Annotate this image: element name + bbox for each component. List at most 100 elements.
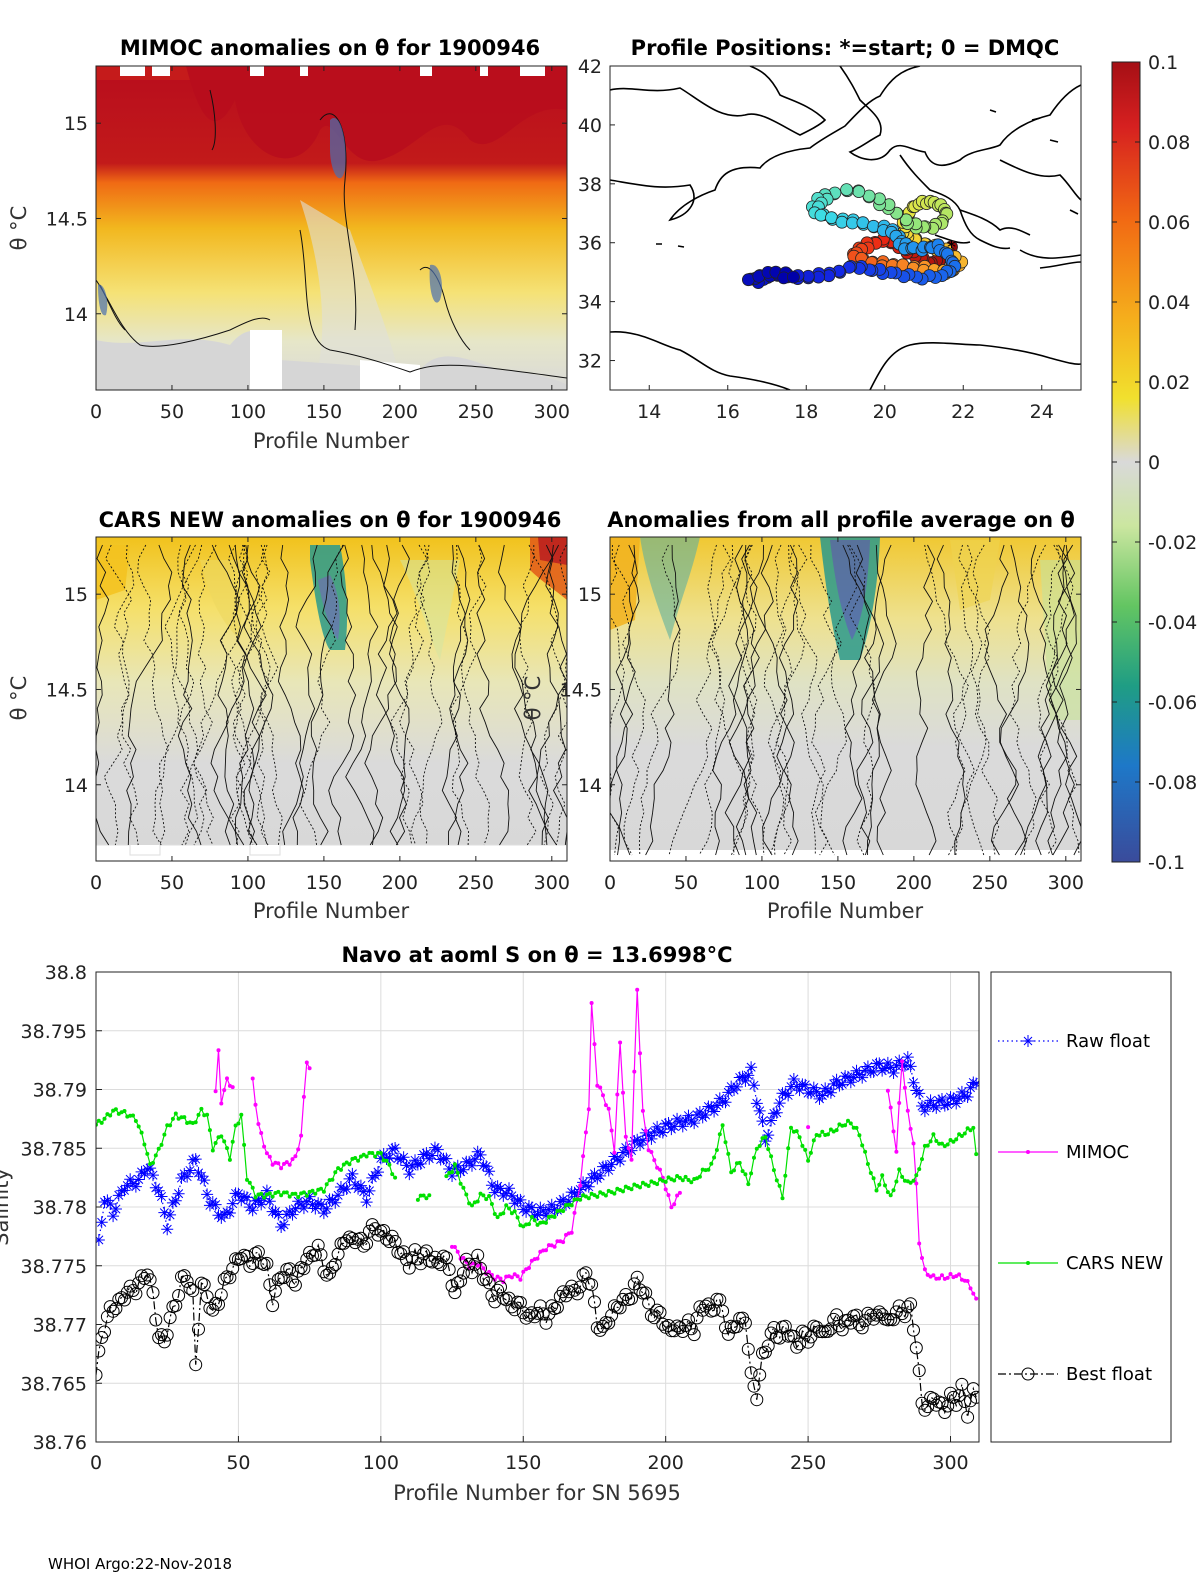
allavg-contours	[610, 544, 1081, 856]
data-point	[891, 1129, 896, 1134]
data-point	[630, 1270, 644, 1284]
contour-line	[849, 544, 875, 856]
data-point	[479, 1272, 493, 1286]
y-tick-label: 15	[64, 584, 88, 606]
data-point	[953, 1092, 966, 1105]
data-point	[238, 1190, 251, 1203]
contour-line	[610, 544, 640, 856]
data-point	[879, 1062, 892, 1075]
data-point	[199, 1106, 204, 1111]
y-tick-label: 42	[578, 56, 602, 78]
contour-line	[389, 544, 410, 846]
data-point	[165, 1123, 170, 1128]
data-point	[933, 1094, 946, 1107]
data-point	[969, 1390, 979, 1404]
data-point	[839, 1070, 852, 1083]
data-point	[461, 1255, 466, 1260]
data-point	[614, 1155, 627, 1168]
contour-line	[103, 544, 133, 846]
data-point	[426, 1149, 439, 1162]
map-area: *	[610, 66, 1081, 390]
data-point	[745, 1061, 758, 1074]
data-point	[131, 1113, 135, 1118]
data-point	[99, 1120, 104, 1125]
data-point	[354, 1179, 367, 1192]
data-point	[811, 1138, 816, 1143]
data-point	[552, 1215, 557, 1219]
data-point	[959, 1134, 964, 1138]
data-point	[360, 1237, 374, 1251]
data-point	[502, 1291, 516, 1305]
data-point	[732, 1168, 736, 1173]
data-point	[602, 1316, 616, 1330]
data-point	[808, 1150, 813, 1155]
data-point	[389, 1142, 402, 1155]
data-point	[850, 1064, 863, 1077]
x-tick-label: 50	[160, 401, 184, 423]
data-point	[391, 1152, 404, 1165]
data-point	[672, 1202, 677, 1207]
data-point	[230, 1085, 235, 1090]
data-point	[964, 1081, 977, 1094]
data-point	[210, 1148, 215, 1153]
data-point	[789, 1125, 793, 1130]
data-point	[498, 1276, 503, 1281]
data-point	[286, 1208, 299, 1221]
data-point	[143, 1273, 157, 1287]
data-point	[529, 1215, 534, 1219]
data-point	[368, 1222, 382, 1236]
y-tick-label: 40	[578, 115, 602, 137]
allavg-axes	[609, 536, 1082, 862]
data-point	[920, 1256, 924, 1260]
data-point	[484, 1197, 489, 1202]
x-tick-label: 20	[873, 401, 897, 423]
salinity-ylabel: Salinity	[0, 1168, 13, 1246]
data-point	[898, 1059, 911, 1072]
data-point	[522, 1308, 536, 1322]
data-point	[743, 1172, 748, 1177]
data-point	[950, 1097, 963, 1110]
data-point	[848, 1121, 853, 1126]
y-tick-label: 14.5	[46, 208, 88, 230]
salinity-xlabel: Profile Number for SN 5695	[393, 1481, 681, 1505]
data-point	[455, 1170, 460, 1175]
data-point	[428, 1141, 441, 1154]
data-point	[487, 1194, 492, 1198]
x-tick-label: 200	[382, 872, 418, 894]
data-point	[606, 1106, 611, 1111]
data-point	[175, 1172, 188, 1184]
data-point	[536, 1307, 550, 1321]
data-point	[653, 1305, 667, 1319]
data-point	[512, 1272, 517, 1277]
data-point	[180, 1274, 194, 1288]
data-point	[319, 1186, 323, 1191]
data-point	[483, 1165, 496, 1178]
data-point	[736, 1070, 749, 1083]
data-point	[873, 1057, 886, 1070]
data-point	[455, 1249, 460, 1254]
data-point	[170, 1116, 175, 1121]
contour-line	[730, 544, 758, 856]
data-point	[569, 1203, 574, 1208]
data-point	[213, 1141, 218, 1145]
data-point	[212, 1298, 225, 1311]
data-point	[925, 1272, 930, 1277]
data-point	[528, 1209, 541, 1222]
data-point	[267, 1154, 272, 1159]
legend-marker	[1026, 1261, 1030, 1265]
data-point	[296, 1195, 301, 1200]
data-point	[135, 1165, 148, 1178]
data-point	[937, 1141, 942, 1146]
data-point	[152, 1184, 165, 1197]
data-point	[492, 1212, 497, 1216]
series-cars-new	[96, 1106, 979, 1229]
data-point	[693, 1105, 706, 1118]
data-point	[940, 1141, 944, 1146]
x-tick-label: 300	[932, 1452, 968, 1474]
data-point	[122, 1109, 127, 1113]
x-tick-label: 100	[230, 872, 266, 894]
data-point	[155, 1190, 168, 1203]
data-point	[702, 1100, 715, 1113]
data-point	[330, 1177, 335, 1182]
data-point	[374, 1152, 387, 1165]
